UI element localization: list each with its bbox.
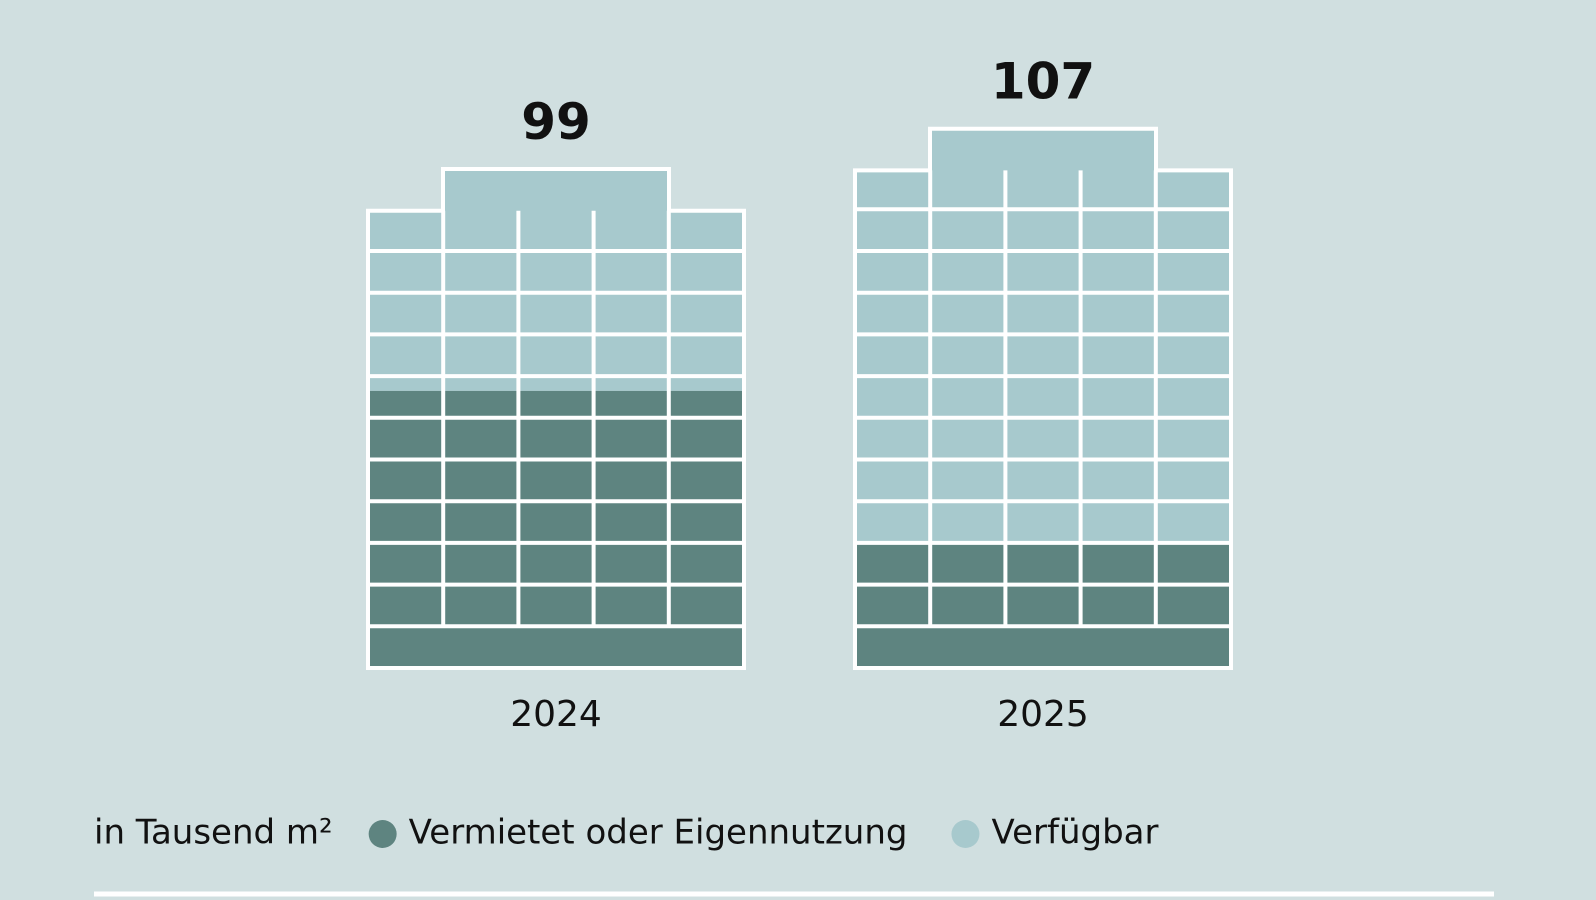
unit-label: in Tausend m² <box>94 813 333 853</box>
category-label: 2025 <box>997 694 1089 735</box>
legend-swatch <box>368 820 397 848</box>
legend-label: Vermietet oder Eigennutzung <box>409 813 908 853</box>
legend-label: Verfügbar <box>991 813 1158 853</box>
segment-occupied <box>368 390 744 668</box>
building-grid <box>368 210 744 629</box>
building-outline <box>366 167 746 670</box>
legend-swatch <box>951 820 980 848</box>
total-label: 107 <box>991 53 1095 111</box>
segment-available <box>368 169 744 391</box>
building-outline <box>853 126 1233 670</box>
total-label: 99 <box>521 93 591 151</box>
segment-occupied <box>855 542 1231 668</box>
category-label: 2024 <box>510 694 602 735</box>
building-grid <box>855 170 1231 629</box>
